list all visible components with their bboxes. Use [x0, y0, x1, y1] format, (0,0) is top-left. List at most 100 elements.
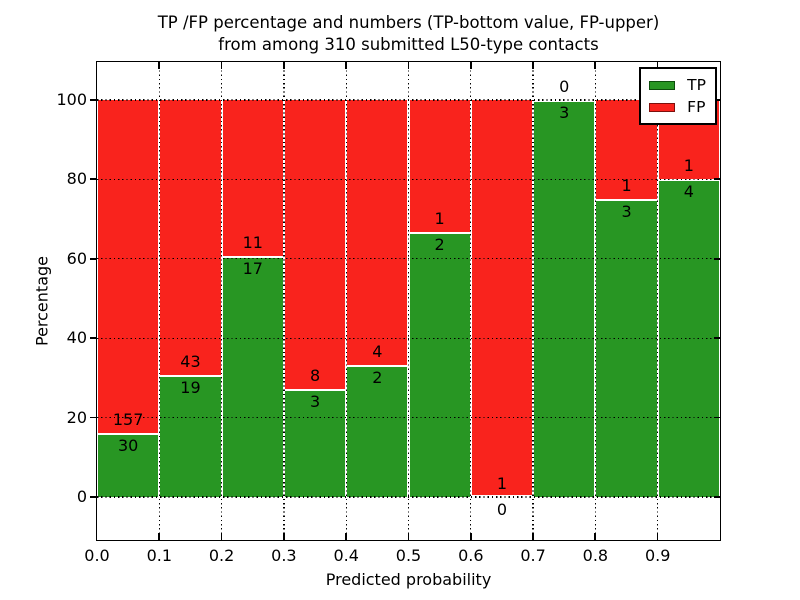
xtick-label-0.4: 0.4 [333, 546, 359, 565]
gridline-v-0.8 [594, 62, 597, 540]
xtick-label-0.2: 0.2 [208, 546, 235, 565]
fp-count-label: 1 [496, 474, 508, 493]
legend: TP FP [639, 67, 717, 125]
tp-count-label: 17 [242, 259, 263, 278]
tp-segment [534, 100, 595, 497]
xtick-label-0.9: 0.9 [644, 546, 671, 565]
fp-segment [222, 100, 283, 256]
bar-0.3-0.4 [283, 100, 347, 497]
fp-count-label: 1 [621, 176, 632, 195]
xtick-top [656, 62, 659, 69]
ytick-left [90, 337, 96, 339]
ytick-label-80: 80 [66, 169, 87, 189]
ytick-right [714, 416, 720, 419]
ytick-label-0: 0 [76, 487, 87, 506]
tp-legend-swatch [649, 80, 676, 90]
fp-segment [160, 100, 221, 375]
fp-count-label: 1 [434, 209, 445, 228]
fp-legend-label: FP [687, 98, 706, 116]
chart-title-line1: TP /FP percentage and numbers (TP-bottom… [157, 13, 660, 32]
bar-0.7-0.8 [533, 100, 596, 497]
ytick-left [90, 178, 96, 181]
ytick-left [90, 416, 96, 419]
fp-segment [98, 100, 159, 433]
tp-segment [222, 256, 283, 497]
xtick-label-0.6: 0.6 [458, 546, 484, 565]
gridline-v-0.5 [407, 62, 410, 540]
bar-0.2-0.3 [221, 100, 284, 497]
gridline-v-0.3 [283, 62, 285, 540]
xtick-bottom [220, 533, 223, 540]
xtick-bottom [656, 533, 659, 540]
fp-count-label: 43 [180, 352, 201, 371]
tp-segment [471, 495, 533, 497]
xtick-label-0.1: 0.1 [146, 546, 173, 565]
xtick-top [594, 62, 597, 69]
xtick-bottom [345, 533, 347, 540]
tp-segment [160, 375, 221, 497]
tp-count-label: 4 [683, 182, 694, 201]
xtick-top [407, 62, 410, 69]
xtick-label-0.3: 0.3 [271, 546, 297, 565]
ytick-label-100: 100 [56, 90, 87, 109]
xtick-top [345, 62, 347, 69]
fp-count-label: 4 [372, 342, 383, 361]
plot-area: 0 20 40 60 80 100 0.0 0.1 0.2 0.3 0.4 0.5 0.6 0.7 0.8 0… [33, 61, 721, 589]
gridline-v-0.6 [470, 62, 472, 540]
tp-legend-label: TP [687, 76, 706, 94]
xtick-top [282, 62, 285, 69]
xtick-bottom [469, 533, 472, 540]
ytick-right [714, 99, 720, 101]
ytick-left [90, 99, 96, 101]
ytick-right [714, 178, 720, 181]
ytick-right [714, 257, 720, 260]
x-axis-label: Predicted probability [325, 570, 492, 589]
tp-count-label: 0 [496, 500, 508, 519]
fp-count-label: 0 [559, 77, 570, 96]
tp-segment [596, 199, 657, 497]
chart-title: TP /FP percentage and numbers (TP-bottom… [97, 12, 720, 56]
gridline-v-0.1 [158, 62, 160, 540]
tp-count-label: 3 [559, 103, 570, 122]
fp-count-label: 1 [683, 156, 694, 175]
ytick-right [714, 337, 720, 339]
xtick-bottom [532, 533, 534, 540]
xtick-label-0.5: 0.5 [395, 546, 422, 565]
tp-count-label: 2 [434, 235, 445, 254]
fp-segment [471, 100, 533, 495]
fp-segment [409, 100, 470, 232]
tp-count-label: 19 [180, 378, 201, 397]
fp-segment [284, 100, 346, 389]
xtick-top [532, 62, 534, 69]
bar-0.5-0.6 [408, 100, 471, 497]
ytick-label-60: 60 [66, 248, 87, 268]
xtick-top [220, 62, 223, 69]
tp-segment [98, 433, 159, 497]
tp-count-label: 2 [372, 368, 383, 387]
fp-count-label: 157 [112, 410, 144, 429]
gridline-v-0.7 [532, 62, 534, 540]
tp-segment [409, 232, 470, 497]
tp-segment [347, 365, 408, 497]
xtick-label-0.0: 0.0 [84, 546, 110, 565]
ytick-left [90, 257, 96, 260]
ytick-label-40: 40 [66, 328, 87, 348]
gridline-v-0.4 [345, 62, 347, 540]
bar-0.4-0.5 [346, 100, 409, 497]
xtick-top [158, 62, 161, 69]
fp-segment [347, 100, 408, 365]
ytick-right [714, 496, 720, 498]
xtick-bottom [158, 533, 161, 540]
tp-segment [284, 389, 346, 497]
bar-0.0-0.1 [97, 100, 160, 497]
tp-count-label: 30 [117, 436, 139, 455]
tp-count-label: 3 [621, 202, 632, 221]
ytick-label-20: 20 [66, 407, 87, 427]
gridline-v-0.9 [657, 62, 659, 540]
xtick-label-0.8: 0.8 [582, 546, 609, 565]
xtick-label-0.7: 0.7 [520, 546, 546, 565]
bar-0.6-0.7 [470, 100, 534, 497]
xtick-top [469, 62, 472, 69]
bar-0.1-0.2 [159, 100, 222, 497]
